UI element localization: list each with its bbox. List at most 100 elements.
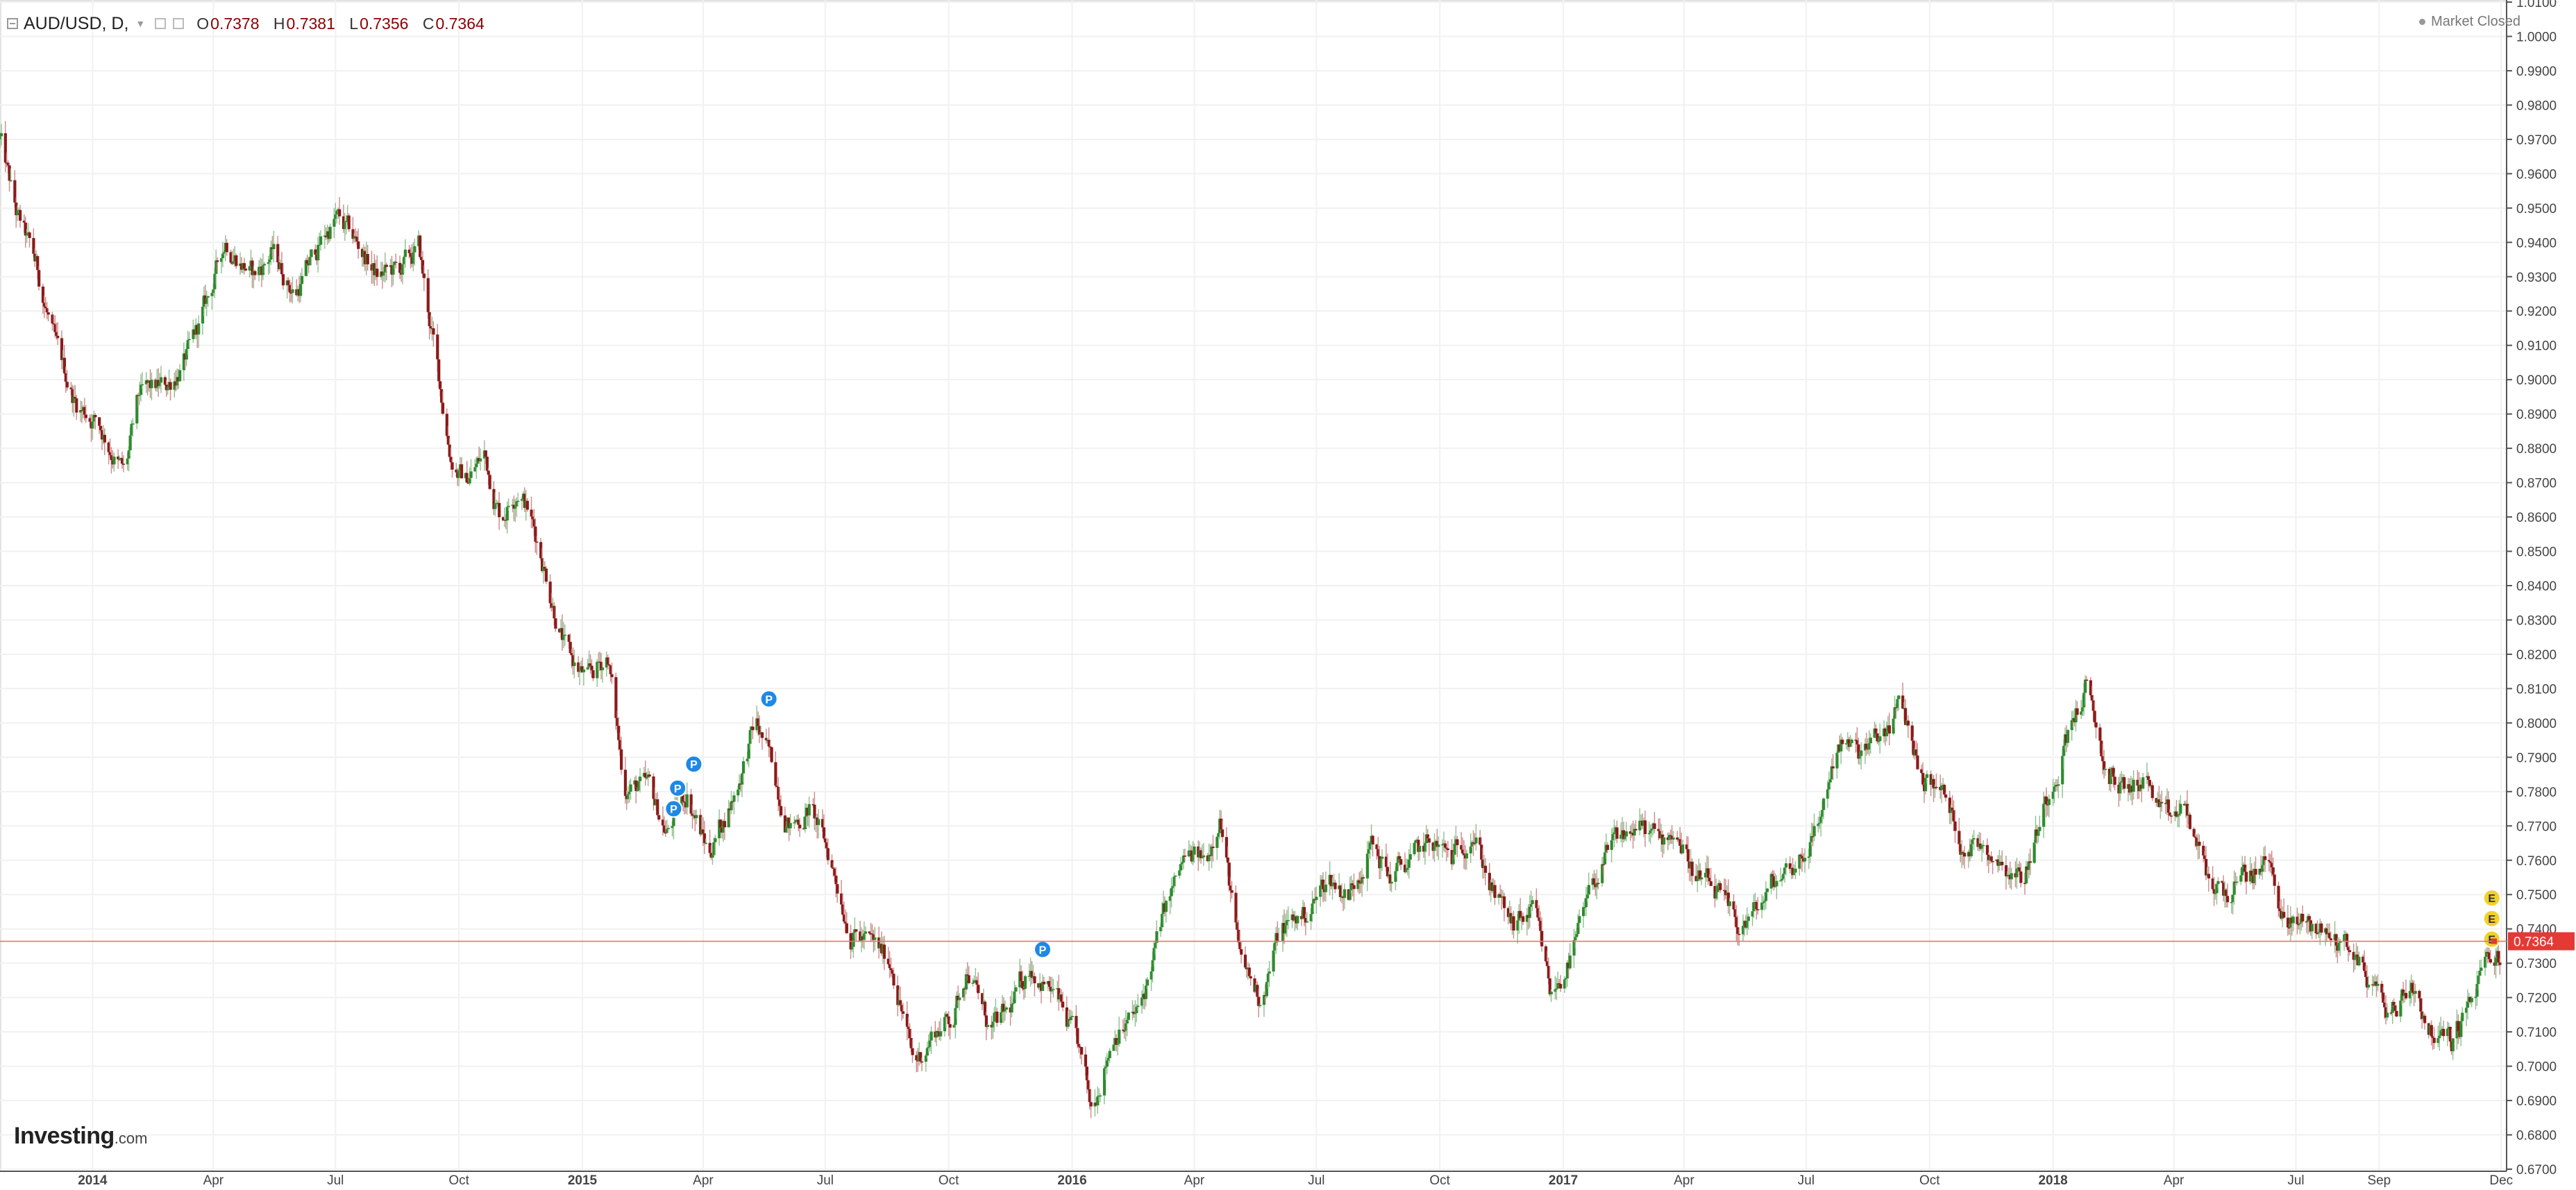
- close-icon[interactable]: [173, 18, 185, 29]
- candle-body: [1540, 930, 1544, 946]
- price-tick-label: 0.7900: [2516, 751, 2557, 765]
- logo-name: Investing: [14, 1123, 115, 1149]
- price-tick-label: 0.9100: [2516, 339, 2557, 354]
- candle-body: [2393, 1005, 2397, 1011]
- candle-body: [691, 813, 694, 816]
- candle-body: [1903, 708, 1908, 725]
- event-marker[interactable]: [684, 755, 703, 774]
- candle-body: [120, 458, 124, 464]
- chevron-down-icon[interactable]: ▼: [135, 18, 146, 29]
- candle-body: [357, 241, 360, 249]
- event-marker[interactable]: [759, 690, 778, 708]
- candle-body: [1183, 856, 1187, 857]
- candle-body: [1060, 994, 1063, 1002]
- candle-body: [793, 822, 796, 824]
- candle-body: [445, 414, 448, 436]
- candle-body: [1021, 980, 1025, 989]
- candle-body: [947, 1017, 950, 1025]
- candle-body: [1481, 859, 1485, 869]
- time-tick-label: Apr: [2164, 1173, 2184, 1188]
- candle-body: [28, 232, 31, 239]
- event-marker[interactable]: [668, 779, 687, 797]
- candle-body: [2212, 889, 2216, 894]
- candle-body: [2418, 991, 2421, 998]
- candle-body: [656, 799, 659, 815]
- candle-body: [886, 958, 890, 964]
- candle-body: [1108, 1051, 1111, 1058]
- candle-body: [1953, 821, 1957, 831]
- candle-body: [1583, 907, 1587, 908]
- price-tick-label: 0.8900: [2516, 408, 2557, 423]
- status-text: Market Closed: [2431, 14, 2520, 29]
- candle-body: [1821, 810, 1824, 817]
- candle-body: [1565, 962, 1569, 978]
- candle-body: [2277, 885, 2280, 909]
- candle-body: [1910, 725, 1914, 741]
- candle-body: [993, 1012, 996, 1022]
- candle-body: [1706, 868, 1710, 878]
- candle-body: [281, 274, 285, 286]
- candle-body: [794, 819, 798, 823]
- candle-body: [276, 244, 280, 263]
- candle-body: [2382, 992, 2385, 1003]
- candle-body: [1971, 839, 1974, 844]
- candle-body: [569, 642, 572, 654]
- grid: [0, 0, 2507, 1171]
- candle-body: [2194, 836, 2197, 838]
- candle-body: [465, 473, 469, 483]
- candle-body: [2225, 896, 2230, 903]
- candle-body: [1782, 874, 1785, 879]
- time-tick-label: 2018: [2038, 1173, 2067, 1188]
- candle-body: [2160, 801, 2164, 804]
- candle-body: [1774, 886, 1777, 887]
- candle-body: [1171, 886, 1175, 888]
- candle-body: [2089, 680, 2092, 695]
- candle-body: [1384, 856, 1388, 867]
- candle-body: [1737, 933, 1741, 935]
- earnings-marker[interactable]: [2482, 909, 2501, 928]
- settings-icon[interactable]: [155, 18, 167, 29]
- candle-body: [1268, 971, 1271, 974]
- candle-body: [2090, 695, 2094, 701]
- candle-body: [1798, 854, 1801, 869]
- candle-body: [437, 359, 441, 382]
- candle-body: [1595, 883, 1599, 887]
- candle-body: [186, 339, 190, 349]
- candle-body: [429, 326, 432, 329]
- candle-body: [319, 236, 323, 245]
- candle-body: [441, 402, 445, 414]
- candle-body: [1755, 901, 1758, 910]
- candle-body: [1265, 982, 1269, 996]
- candle-body: [1719, 883, 1722, 890]
- candle-body: [1885, 731, 1889, 737]
- candle-body: [789, 823, 792, 828]
- candle-body: [740, 773, 744, 785]
- candle-body: [2261, 865, 2264, 872]
- candle-body: [2357, 956, 2361, 966]
- candle-body: [332, 219, 336, 227]
- candle-body: [2436, 1038, 2440, 1044]
- candle-body: [1751, 911, 1754, 917]
- candle-body: [986, 1024, 989, 1028]
- event-marker[interactable]: [664, 799, 683, 818]
- earnings-marker[interactable]: [2482, 889, 2501, 908]
- candle-body: [1662, 837, 1666, 845]
- candle-body: [103, 434, 106, 443]
- time-tick-label: 2015: [568, 1173, 598, 1188]
- candle-body: [2329, 938, 2332, 940]
- candle-body: [2215, 884, 2219, 894]
- candle-body: [628, 791, 631, 794]
- symbol-label[interactable]: AUD/USD, D,: [24, 13, 129, 33]
- collapse-icon[interactable]: [7, 18, 18, 29]
- candle-body: [2023, 883, 2027, 884]
- candle-body: [2241, 867, 2244, 876]
- candle-body: [1152, 948, 1156, 960]
- candle-body: [1835, 752, 1839, 769]
- candle-body: [1690, 861, 1694, 876]
- candle-body: [1901, 695, 1905, 709]
- price-tick-label: 0.9700: [2516, 133, 2557, 148]
- candle-body: [47, 312, 50, 315]
- candle-body: [1613, 832, 1616, 835]
- candle-body: [1257, 996, 1261, 1006]
